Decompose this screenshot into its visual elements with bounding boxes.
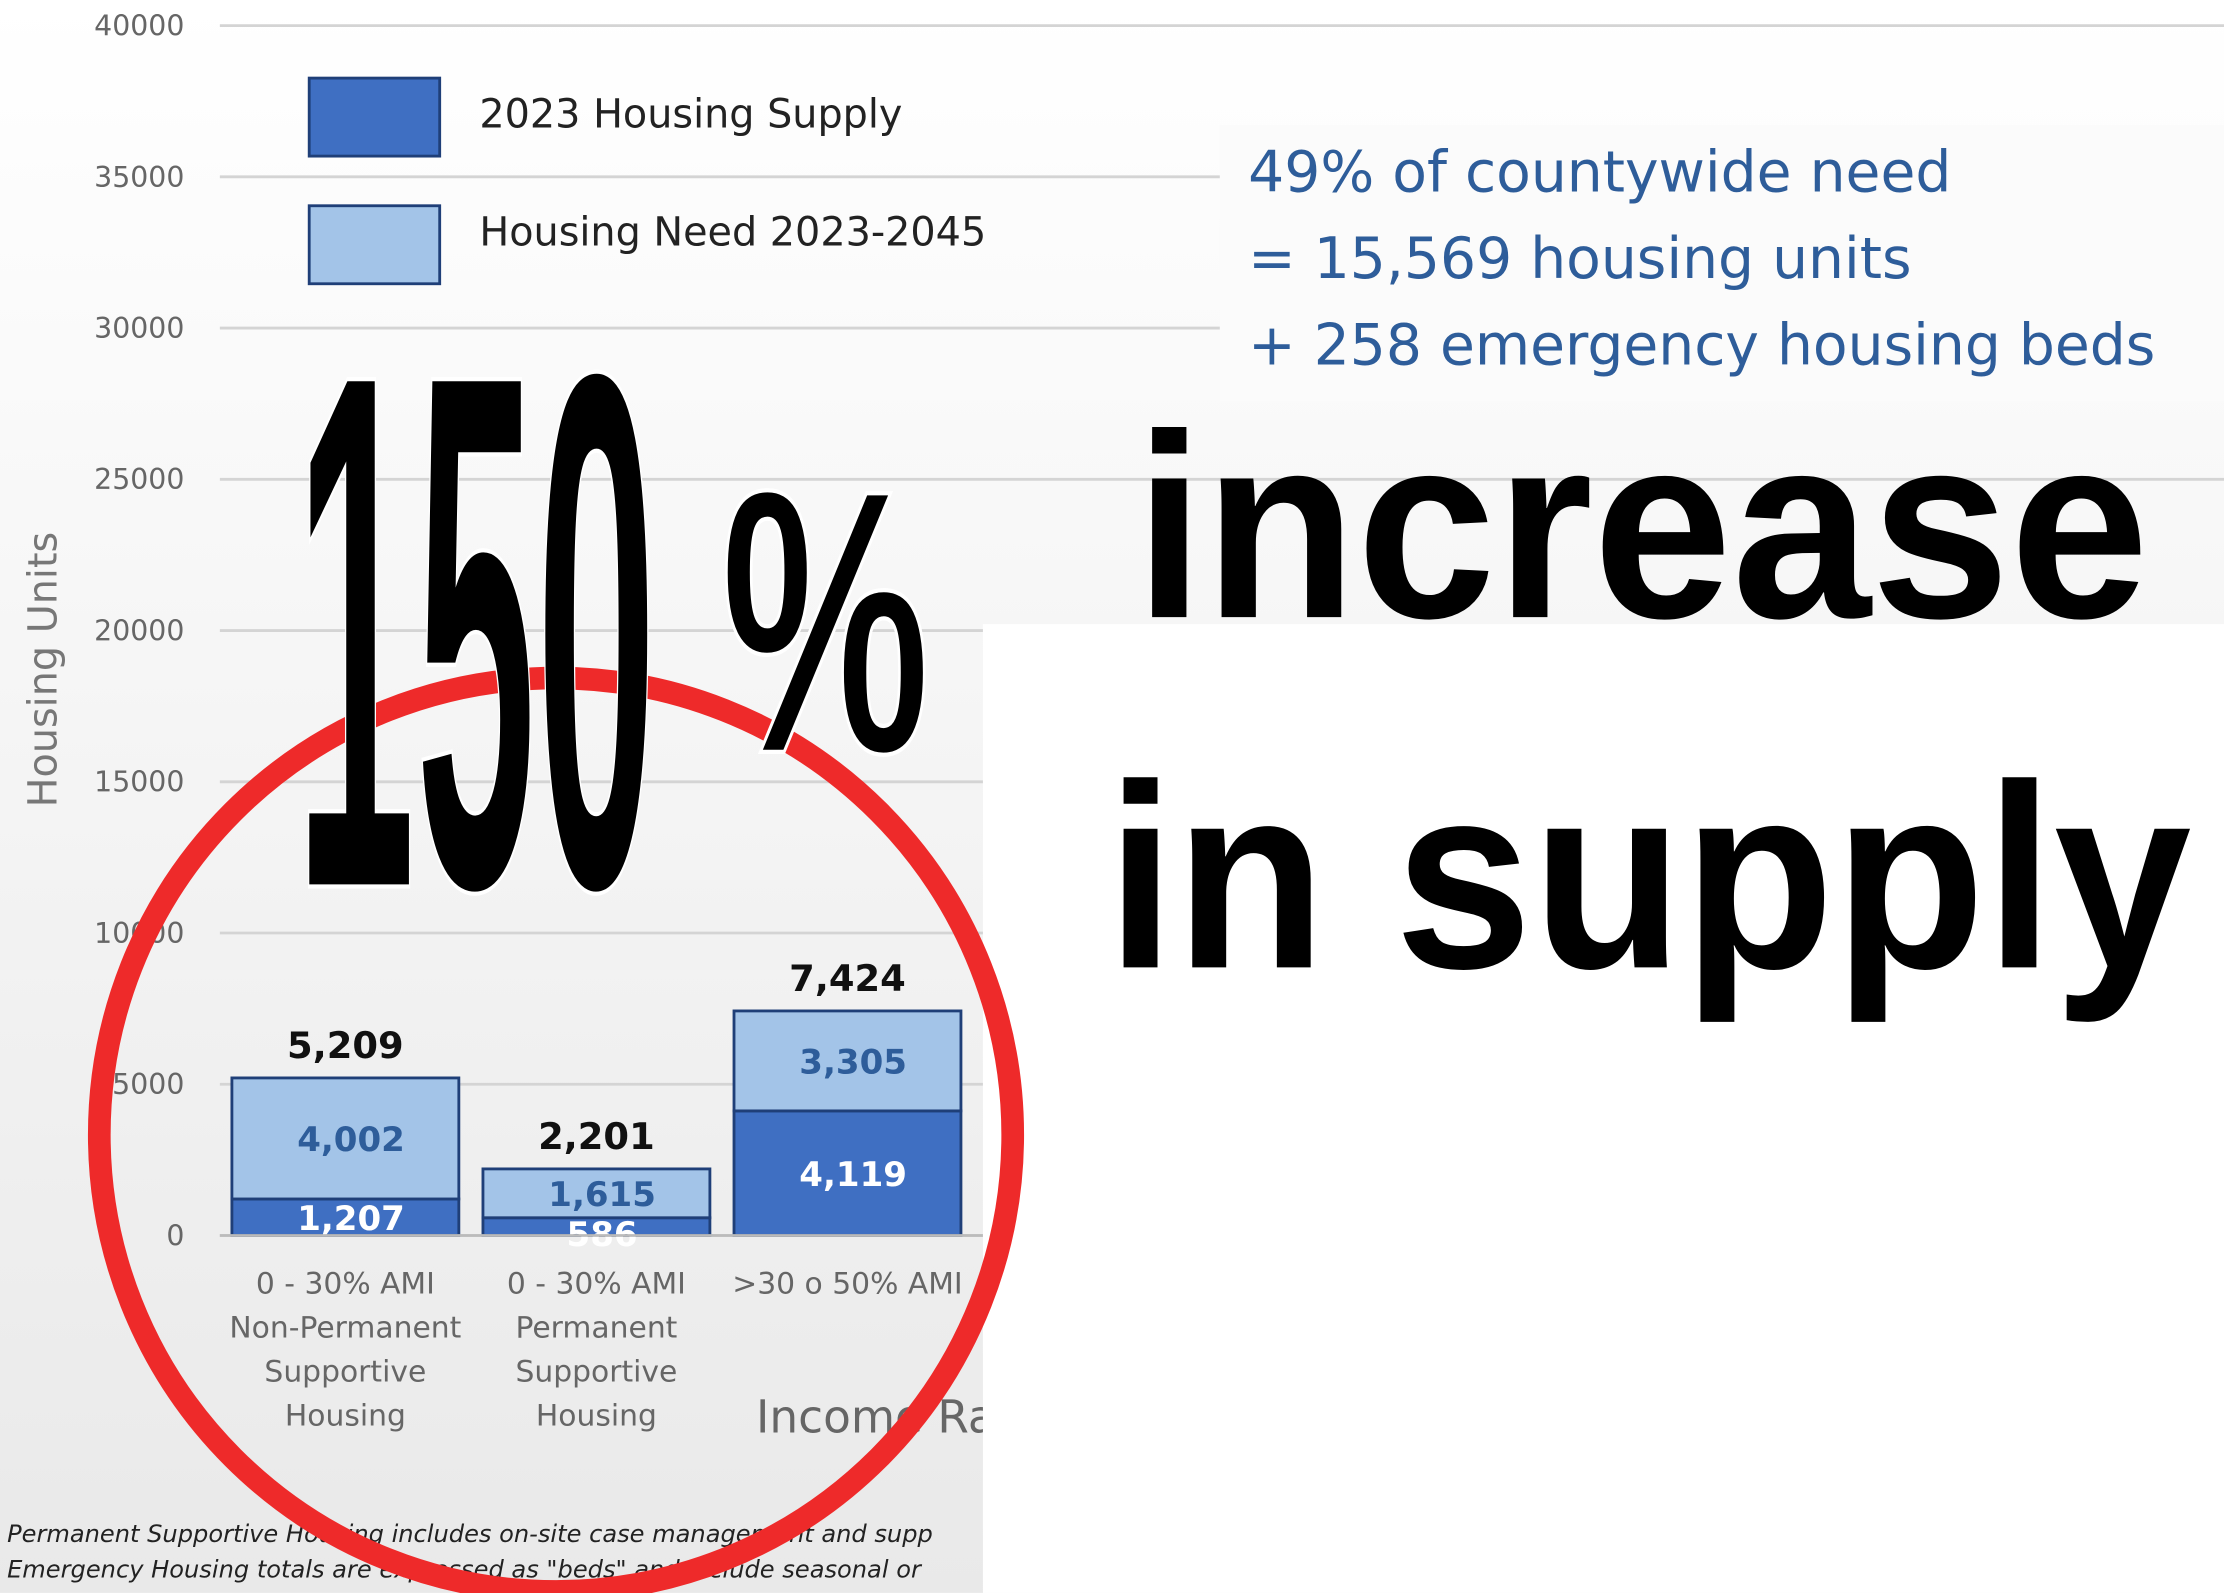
y-tick-label: 15000 bbox=[94, 766, 184, 799]
x-tick-label: 0 - 30% AMI bbox=[256, 1267, 435, 1302]
x-tick-label: Permanent bbox=[515, 1311, 677, 1346]
legend-swatch bbox=[307, 76, 442, 158]
overlay-text: in supply bbox=[1106, 729, 2193, 1024]
highlight-circle bbox=[88, 666, 1024, 1593]
overlay-number: 150 bbox=[295, 220, 657, 1044]
white-panel bbox=[982, 624, 2224, 1593]
total-label: 7,424 bbox=[789, 957, 906, 1000]
y-tick-label: 20000 bbox=[94, 614, 184, 647]
x-axis-label: Income Ra bbox=[756, 1391, 996, 1444]
value-label: 1,615 bbox=[548, 1175, 656, 1215]
y-tick-label: 0 bbox=[166, 1219, 184, 1252]
y-tick-label: 5000 bbox=[112, 1068, 184, 1101]
y-tick-label: 35000 bbox=[94, 161, 184, 194]
annotation-box bbox=[1219, 124, 2224, 402]
total-label: 5,209 bbox=[287, 1024, 404, 1067]
value-label: 4,119 bbox=[799, 1155, 907, 1195]
y-tick-label: 40000 bbox=[94, 10, 184, 43]
x-tick-label: Supportive bbox=[264, 1355, 426, 1390]
plot: 0500010000150002000025000300003500040000… bbox=[21, 10, 2224, 1444]
bar-segment bbox=[732, 1009, 963, 1113]
annotation: = 15,569 housing units bbox=[1248, 226, 1911, 292]
x-tick-label: Housing bbox=[536, 1399, 657, 1434]
x-tick-label: >30 o 50% AMI bbox=[732, 1267, 962, 1302]
y-axis-label: Housing Units bbox=[21, 532, 67, 808]
overlay-percent: % bbox=[721, 412, 931, 832]
total-label: 2,201 bbox=[538, 1115, 655, 1158]
y-tick-label: 30000 bbox=[94, 312, 184, 345]
bar-segment bbox=[230, 1076, 461, 1201]
overlay-text: increase bbox=[1135, 379, 2149, 673]
x-tick-label: Supportive bbox=[515, 1355, 677, 1390]
legend-label: Housing Need 2023-2045 bbox=[479, 209, 986, 255]
bar-segment bbox=[481, 1167, 712, 1220]
x-tick-label: Non-Permanent bbox=[229, 1311, 461, 1346]
value-label: 4,002 bbox=[297, 1120, 405, 1160]
legend-swatch bbox=[307, 204, 442, 286]
y-tick-label: 25000 bbox=[94, 463, 184, 496]
value-label: 1,207 bbox=[297, 1199, 405, 1239]
annotation: + 258 emergency housing beds bbox=[1248, 313, 2155, 379]
annotation: 49% of countywide need bbox=[1248, 140, 1951, 206]
x-tick-label: 0 - 30% AMI bbox=[507, 1267, 686, 1302]
legend-label: 2023 Housing Supply bbox=[479, 92, 902, 138]
x-tick-label: Housing bbox=[285, 1399, 406, 1434]
value-label: 3,305 bbox=[799, 1043, 907, 1083]
